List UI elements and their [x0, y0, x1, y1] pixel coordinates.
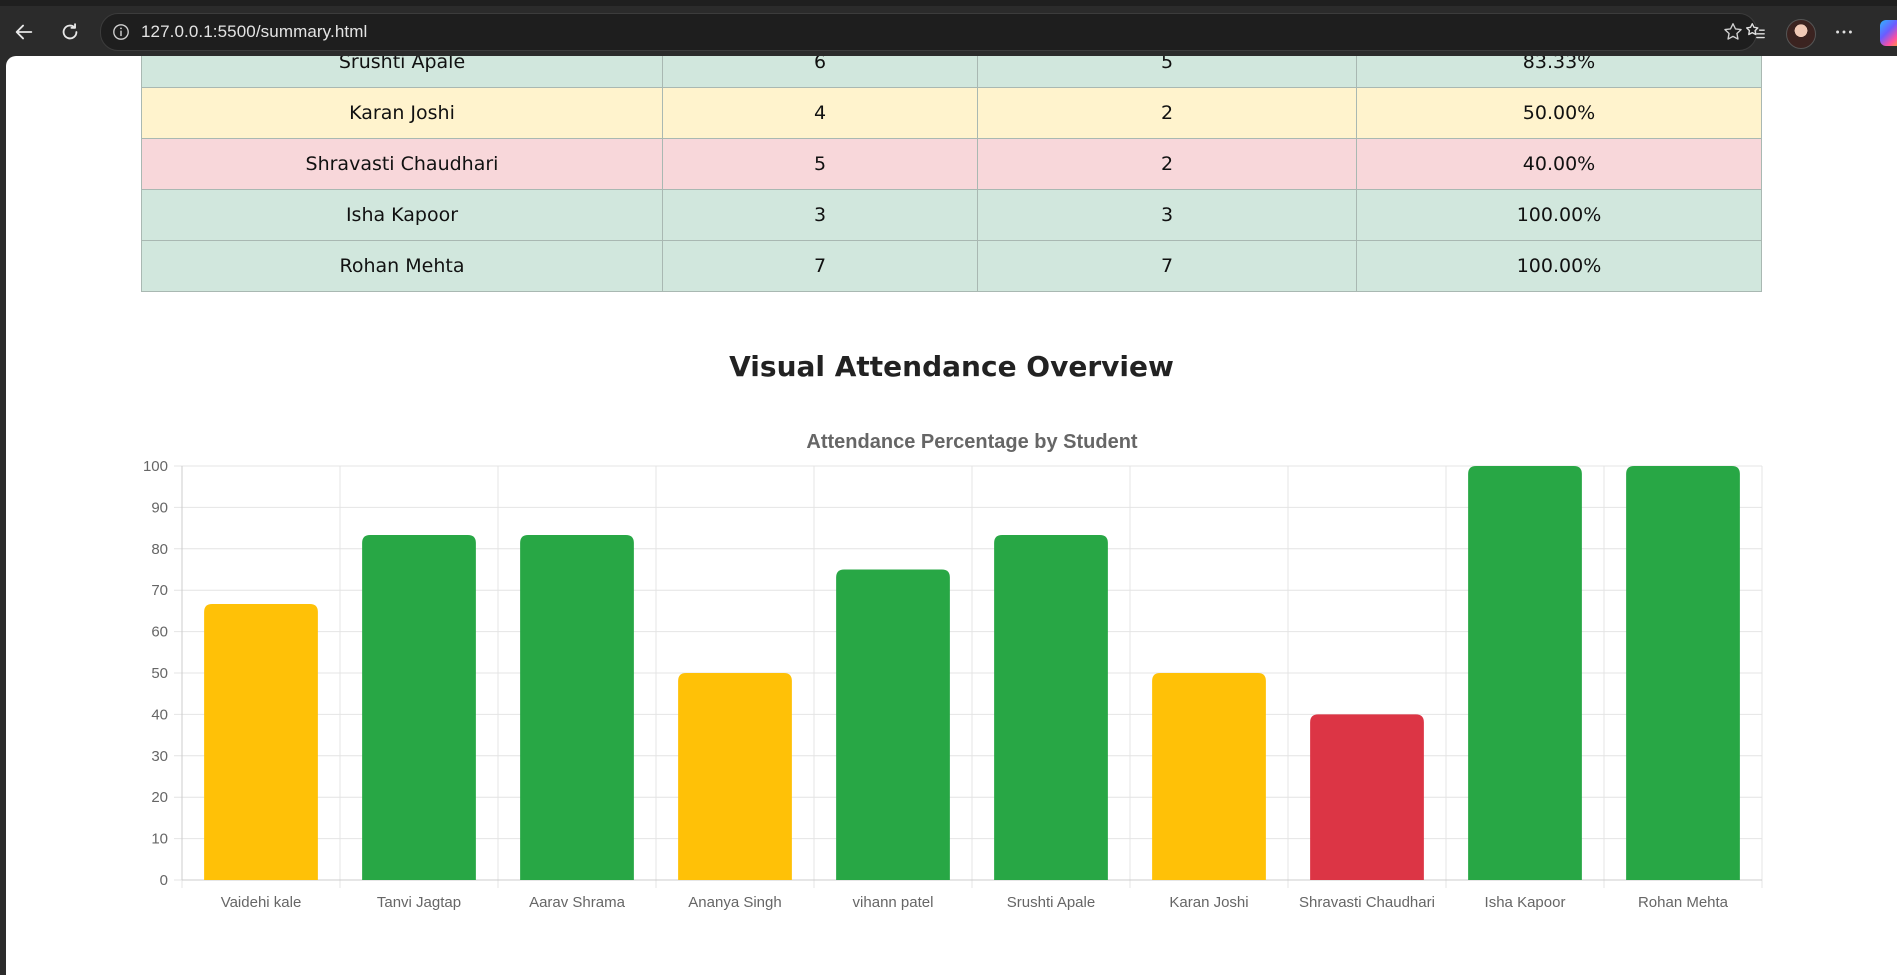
- attended-cell: 3: [977, 189, 1357, 241]
- section-title: Visual Attendance Overview: [729, 350, 1174, 383]
- table-row: Rohan Mehta 7 7 100.00%: [141, 240, 1762, 292]
- student-name-cell: Shravasti Chaudhari: [141, 138, 663, 190]
- bar: [1310, 714, 1424, 880]
- total-lectures-cell: 7: [662, 240, 978, 292]
- x-tick-label: Karan Joshi: [1169, 894, 1248, 911]
- y-tick-label: 80: [151, 541, 168, 558]
- attended-cell: 2: [977, 138, 1357, 190]
- x-tick-label: Tanvi Jagtap: [377, 894, 461, 911]
- back-arrow-icon: [15, 24, 33, 40]
- reload-icon: [62, 23, 78, 40]
- x-tick-label: Vaidehi kale: [221, 894, 302, 911]
- table-row: Shravasti Chaudhari 5 2 40.00%: [141, 138, 1762, 190]
- x-tick-label: vihann patel: [853, 894, 934, 911]
- site-info-icon[interactable]: [111, 22, 131, 42]
- bar: [836, 569, 950, 880]
- back-button[interactable]: [6, 14, 42, 50]
- window-top-strip: [0, 0, 1897, 6]
- student-name-cell: Karan Joshi: [141, 87, 663, 139]
- bar: [204, 603, 318, 880]
- student-name-cell: Srushti Apale: [141, 56, 663, 88]
- percentage-cell: 100.00%: [1356, 240, 1762, 292]
- total-lectures-cell: 4: [662, 87, 978, 139]
- y-tick-label: 70: [151, 582, 168, 599]
- y-tick-label: 90: [151, 499, 168, 516]
- total-lectures-cell: 5: [662, 138, 978, 190]
- chart-title: Attendance Percentage by Student: [806, 431, 1138, 453]
- y-tick-label: 60: [151, 624, 168, 641]
- bar: [1626, 466, 1740, 880]
- bar: [1468, 466, 1582, 880]
- bar: [1152, 673, 1266, 880]
- table-row: Isha Kapoor 3 3 100.00%: [141, 189, 1762, 241]
- table-row: Srushti Apale 6 5 83.33%: [141, 56, 1762, 88]
- url-text[interactable]: 127.0.0.1:5500/summary.html: [141, 22, 368, 41]
- table-row: Karan Joshi 4 2 50.00%: [141, 87, 1762, 139]
- x-tick-label: Ananya Singh: [688, 894, 781, 911]
- more-options-icon[interactable]: [1831, 19, 1857, 45]
- x-tick-label: Aarav Shrama: [529, 894, 626, 911]
- bar: [678, 673, 792, 880]
- attended-cell: 5: [977, 56, 1357, 88]
- percentage-cell: 100.00%: [1356, 189, 1762, 241]
- total-lectures-cell: 6: [662, 56, 978, 88]
- y-tick-label: 30: [151, 748, 168, 765]
- student-name-cell: Rohan Mehta: [141, 240, 663, 292]
- attendance-summary-table: Srushti Apale 6 5 83.33% Karan Joshi 4 2 50.00%…: [141, 56, 1762, 292]
- x-tick-label: Rohan Mehta: [1638, 894, 1729, 911]
- percentage-cell: 83.33%: [1356, 56, 1762, 88]
- reload-button[interactable]: [52, 14, 88, 50]
- copilot-icon[interactable]: [1880, 20, 1897, 46]
- profile-avatar[interactable]: [1786, 19, 1816, 49]
- page-viewport: Srushti Apale 6 5 83.33% Karan Joshi 4 2 50.00%…: [6, 56, 1897, 975]
- y-tick-label: 50: [151, 665, 168, 682]
- browser-toolbar: 127.0.0.1:5500/summary.html: [0, 6, 1897, 56]
- address-bar[interactable]: 127.0.0.1:5500/summary.html: [100, 13, 1757, 51]
- y-tick-label: 10: [151, 831, 168, 848]
- favorite-star-icon[interactable]: [1722, 21, 1744, 43]
- x-tick-label: Srushti Apale: [1007, 894, 1095, 911]
- percentage-cell: 40.00%: [1356, 138, 1762, 190]
- total-lectures-cell: 3: [662, 189, 978, 241]
- favorites-icon[interactable]: [1742, 19, 1768, 45]
- bar: [994, 535, 1108, 880]
- x-tick-label: Isha Kapoor: [1485, 894, 1566, 911]
- y-tick-label: 0: [160, 872, 168, 889]
- attended-cell: 7: [977, 240, 1357, 292]
- x-tick-label: Shravasti Chaudhari: [1299, 894, 1435, 911]
- y-tick-label: 20: [151, 789, 168, 806]
- y-tick-label: 100: [143, 458, 168, 475]
- bar: [520, 535, 634, 880]
- attended-cell: 2: [977, 87, 1357, 139]
- y-tick-label: 40: [151, 706, 168, 723]
- student-name-cell: Isha Kapoor: [141, 189, 663, 241]
- bar: [362, 535, 476, 880]
- percentage-cell: 50.00%: [1356, 87, 1762, 139]
